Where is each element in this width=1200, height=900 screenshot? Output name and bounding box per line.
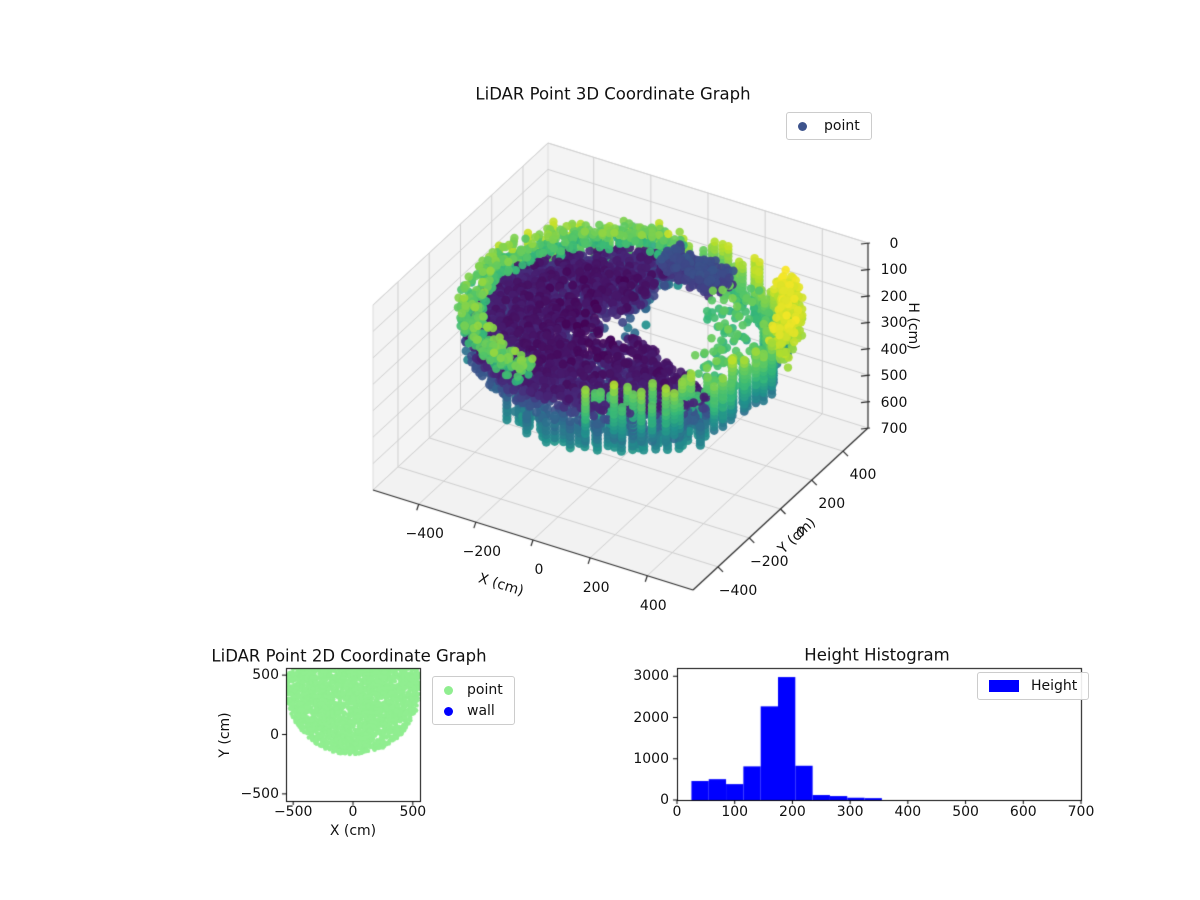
legend-label: Height bbox=[1031, 678, 1078, 694]
plot2d-yaxis-label: Y (cm) bbox=[217, 712, 233, 758]
histogram-x-tick-label: 100 bbox=[721, 804, 749, 820]
plot3d-h-tick-label: 400 bbox=[880, 341, 908, 358]
histogram-x-tick-label: 300 bbox=[836, 804, 864, 820]
plot3d-y-tick-label: −400 bbox=[718, 582, 758, 599]
plot3d-h-tick-label: 0 bbox=[889, 236, 899, 252]
plot3d-x-tick-label: 400 bbox=[639, 597, 667, 614]
plot3d-y-tick-label: 400 bbox=[849, 467, 877, 484]
plot2d-title: LiDAR Point 2D Coordinate Graph bbox=[211, 646, 487, 666]
legend-entry-height: Height bbox=[989, 678, 1077, 694]
legend-entry-point: point bbox=[444, 682, 503, 698]
plot2d-x-tick-label: 0 bbox=[348, 804, 358, 820]
histogram-title: Height Histogram bbox=[804, 645, 950, 665]
plot2d-xaxis-label: X (cm) bbox=[329, 823, 377, 839]
plot3d-y-tick-label: −200 bbox=[750, 553, 789, 570]
histogram-x-tick-label: 400 bbox=[894, 804, 922, 820]
histogram-y-tick-label: 1000 bbox=[633, 750, 669, 767]
plot3d-legend[interactable]: point bbox=[786, 112, 872, 140]
histogram-x-tick-label: 500 bbox=[952, 804, 979, 820]
plot3d-y-tick-label: 0 bbox=[796, 525, 805, 541]
legend-label: wall bbox=[467, 703, 495, 719]
plot2d-y-tick-label: 500 bbox=[252, 667, 279, 684]
plot3d-x-tick-label: 0 bbox=[534, 562, 544, 578]
histogram-y-tick-label: 3000 bbox=[633, 668, 669, 685]
plot3d-h-tick-label: 700 bbox=[880, 421, 908, 437]
histogram-x-tick-label: 600 bbox=[1009, 804, 1037, 820]
histogram-y-tick-label: 0 bbox=[660, 792, 669, 808]
plot3d-y-tick-label: 200 bbox=[818, 496, 846, 513]
plot2d-x-tick-label: 500 bbox=[399, 804, 427, 820]
plot3d-h-tick-label: 200 bbox=[880, 288, 908, 305]
height-swatch-icon bbox=[989, 680, 1019, 692]
plot2d-y-tick-label: 0 bbox=[270, 726, 279, 743]
histogram-x-tick-label: 0 bbox=[672, 804, 682, 820]
plot2d-x-tick-label: −500 bbox=[273, 804, 313, 820]
plot3d-zaxis-label: H (cm) bbox=[905, 302, 921, 350]
legend-entry-point: point bbox=[798, 118, 860, 134]
plot3d-h-tick-label: 600 bbox=[880, 394, 908, 411]
plot2d-y-tick-label: −500 bbox=[240, 785, 279, 802]
plot3d-title: LiDAR Point 3D Coordinate Graph bbox=[475, 84, 751, 104]
histogram-y-tick-label: 2000 bbox=[633, 709, 669, 726]
plot2d-legend[interactable]: point wall bbox=[432, 676, 515, 725]
plot3d-x-tick-label: 200 bbox=[582, 579, 610, 596]
plot3d-h-tick-label: 300 bbox=[880, 315, 908, 332]
wall-marker-icon bbox=[444, 706, 453, 716]
histogram-x-tick-label: 200 bbox=[779, 804, 806, 820]
plot3d-h-tick-label: 100 bbox=[880, 262, 908, 279]
histogram-x-tick-label: 700 bbox=[1067, 804, 1095, 820]
point-marker-icon bbox=[444, 685, 453, 695]
histogram-legend[interactable]: Height bbox=[977, 672, 1090, 700]
point-marker-icon bbox=[798, 121, 807, 131]
legend-label: point bbox=[824, 118, 860, 134]
plot3d-x-tick-label: −200 bbox=[462, 544, 502, 561]
plot3d-h-tick-label: 500 bbox=[880, 368, 908, 385]
plot3d-x-tick-label: −400 bbox=[405, 526, 444, 543]
legend-label: point bbox=[467, 682, 503, 698]
legend-entry-wall: wall bbox=[444, 703, 503, 719]
